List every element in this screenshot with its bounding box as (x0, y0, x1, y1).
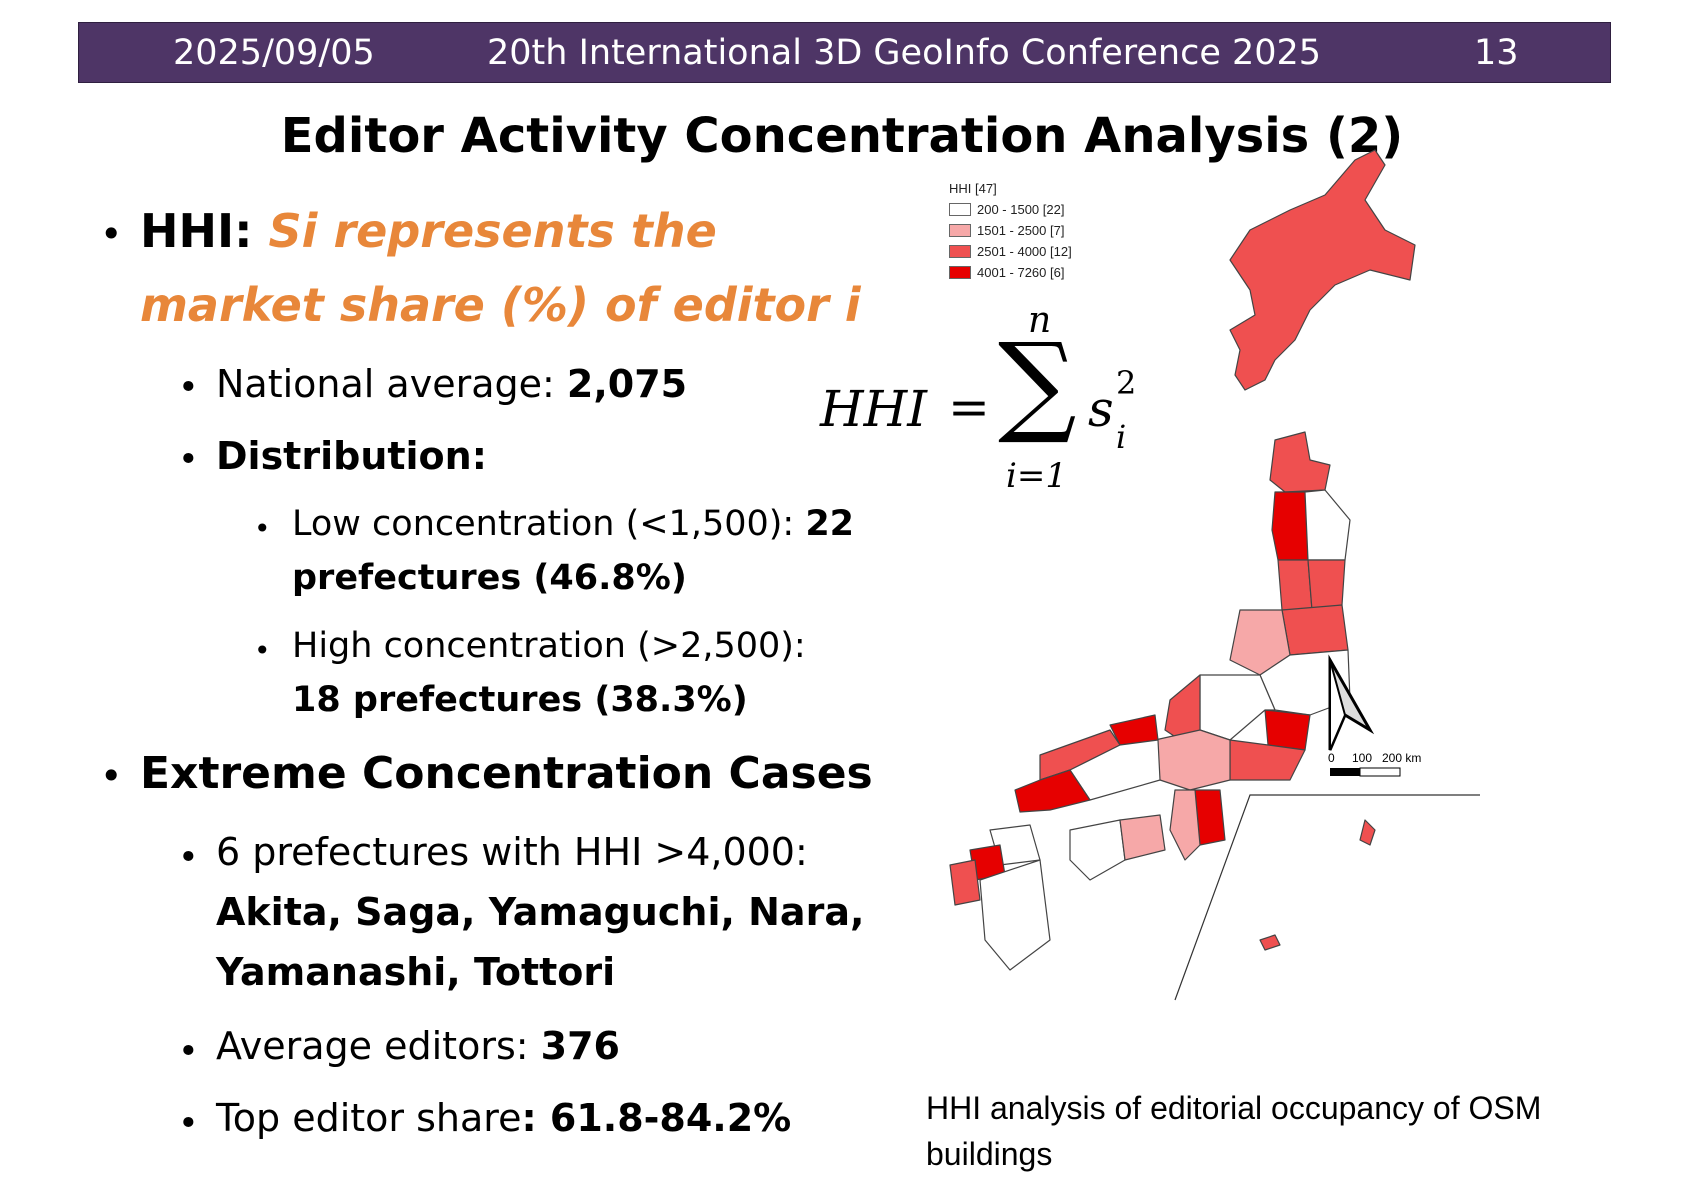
ryukyu (1259, 934, 1281, 951)
yamanashi (1264, 709, 1311, 751)
hhi-formula: HHI = ∑ n i=1 s i 2 (820, 300, 1150, 510)
iwate (1304, 489, 1351, 561)
kinki-north (1154, 729, 1231, 791)
header-date: 2025/09/05 (173, 33, 375, 73)
avg-editors-value: 376 (540, 1024, 620, 1068)
yamaguchi (1014, 769, 1091, 813)
scale-tick-0: 0 (1328, 751, 1335, 765)
bullet-dot: • (100, 212, 123, 256)
formula-equals: = (948, 378, 990, 436)
bullet-national-average: National average: 2,075 (216, 362, 687, 406)
bullet-low-concentration: Low concentration (<1,500): 22 (292, 504, 854, 544)
bullet-distribution: Distribution: (216, 434, 487, 478)
bullet-hhi: HHI: Si represents the (140, 204, 717, 258)
page-number: 13 (1474, 33, 1519, 73)
legend-item: 4001 - 7260 [6] (949, 262, 1072, 283)
bullet-six-prefectures: 6 prefectures with HHI >4,000: (216, 830, 808, 874)
bullet-extreme: Extreme Concentration Cases (140, 748, 873, 799)
national-average-value: 2,075 (566, 362, 688, 406)
hhi-description-1: Si represents the (268, 204, 717, 258)
low-label: Low concentration (<1,500): (292, 504, 806, 544)
bullet-dot: • (178, 1032, 199, 1072)
bullet-dot: • (178, 440, 199, 480)
slide-title: Editor Activity Concentration Analysis (… (280, 108, 1404, 164)
bullet-top-share: Top editor share: 61.8-84.2% (216, 1096, 791, 1140)
formula-sup: 2 (1116, 364, 1137, 402)
scale-tick-200: 200 km (1382, 751, 1421, 765)
formula-sub: i (1116, 418, 1127, 456)
legend-item: 2501 - 4000 [12] (949, 241, 1072, 262)
yamagata (1277, 559, 1313, 611)
hhi-description-2: market share (%) of editor i (140, 278, 861, 332)
sigma-icon: ∑ (998, 319, 1077, 447)
hokuriku (1164, 674, 1201, 741)
japan-hhi-map: 0 100 200 km (949, 149, 1480, 1001)
high-value: 18 prefectures (38.3%) (292, 680, 748, 720)
scale-tick-100: 100 (1352, 751, 1372, 765)
scale-bar: 0 100 200 km (1328, 751, 1421, 777)
nagasaki (949, 859, 981, 906)
low-value-b: prefectures (46.8%) (292, 558, 687, 598)
bullet-dot: • (178, 838, 199, 878)
chubu (1199, 674, 1276, 741)
map-caption: HHI analysis of editorial occupancy of O… (926, 1090, 1542, 1172)
aomori (1269, 431, 1331, 493)
map-legend: HHI [47] 200 - 1500 [22] 1501 - 2500 [7]… (949, 178, 1072, 283)
formula-lhs: HHI (820, 380, 927, 438)
bullet-dot: • (254, 512, 271, 545)
legend-title: HHI [47] (949, 181, 997, 196)
header-bar: 2025/09/05 20th International 3D GeoInfo… (78, 22, 1611, 83)
bullet-dot: • (254, 634, 271, 667)
miyagi (1307, 559, 1346, 611)
akita (1271, 491, 1309, 561)
bullet-high-concentration: High concentration (>2,500): (292, 626, 806, 666)
fukushima (1281, 604, 1349, 656)
low-value-a: 22 (805, 504, 855, 544)
header-conference: 20th International 3D GeoInfo Conference… (487, 33, 1322, 73)
shikoku-west (1069, 819, 1126, 881)
bullet-dot: • (100, 754, 123, 798)
national-average-label: National average: (216, 362, 567, 406)
north-arrow-icon (1328, 654, 1375, 751)
formula-term: s (1088, 380, 1114, 438)
legend-item: 200 - 1500 [22] (949, 199, 1072, 220)
formula-upper: n (1028, 300, 1052, 341)
legend-item: 1501 - 2500 [7] (949, 220, 1072, 241)
top-share-value: : 61.8-84.2% (521, 1096, 792, 1140)
bullet-average-editors: Average editors: 376 (216, 1024, 620, 1068)
okinawa (1359, 819, 1376, 846)
shikoku-east (1119, 814, 1166, 861)
bullet-dot: • (178, 368, 199, 408)
six-names-1: Akita, Saga, Yamaguchi, Nara, (216, 890, 865, 934)
wakayama (1169, 789, 1201, 861)
kyushu-south (979, 859, 1051, 971)
six-names-2: Yamanashi, Tottori (216, 950, 616, 994)
inset-frame (1174, 794, 1480, 1001)
hokkaido (1229, 149, 1416, 391)
hhi-label: HHI: (140, 204, 269, 258)
formula-lower: i=1 (1006, 456, 1067, 496)
avg-editors-label: Average editors: (216, 1024, 541, 1068)
bullet-hhi-cont: market share (%) of editor i (140, 278, 861, 332)
top-share-label: Top editor share (216, 1096, 522, 1140)
bullet-dot: • (178, 1104, 199, 1144)
